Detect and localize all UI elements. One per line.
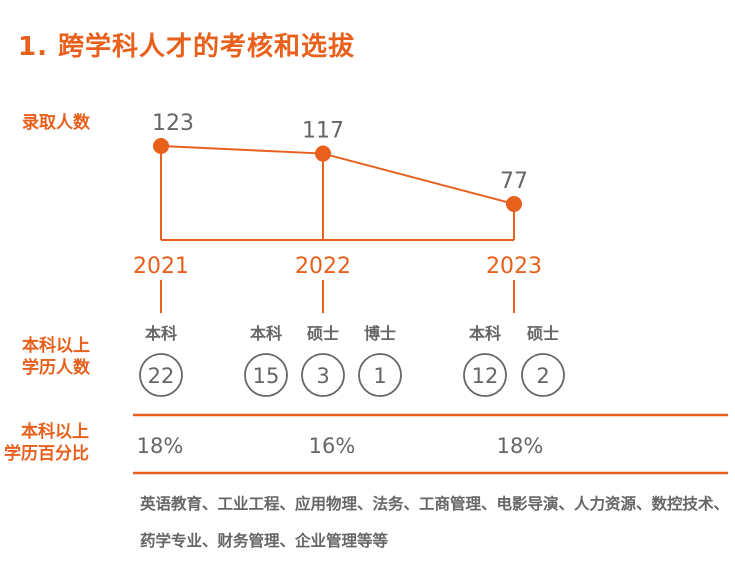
degree-count-label-line2: 学历人数 [22, 358, 90, 378]
degree-count-value: 15 [253, 364, 280, 388]
majors-list: 英语教育、工业工程、应用物理、法务、工商管理、电影导演、人力资源、数控技术、药学… [140, 495, 730, 550]
degree-count-circle [463, 353, 507, 397]
admitted-label: 录取人数 [22, 113, 90, 133]
percentage-2022: 16% [309, 434, 356, 458]
data-label-2022: 117 [302, 119, 344, 144]
degree-count-value: 1 [373, 364, 386, 388]
degree-type-label: 硕士 [527, 324, 559, 343]
degree-count-value: 12 [472, 364, 499, 388]
data-point-2022 [315, 145, 331, 162]
year-label-2021: 2021 [133, 254, 189, 279]
degree-count-circle [301, 353, 345, 397]
degree-type-label: 本科 [250, 324, 282, 343]
degree-count-label: 本科以上 学历人数 [22, 335, 90, 379]
degree-type-label: 硕士 [307, 324, 339, 343]
degree-count-circle [139, 353, 183, 397]
degree-type-label: 本科 [469, 324, 501, 343]
degree-count-label-line1: 本科以上 [22, 336, 90, 356]
degree-pct-label-line1: 本科以上 [21, 422, 89, 442]
percentage-2023: 18% [497, 434, 544, 458]
degree-pct-label: 本科以上 学历百分比 [4, 421, 89, 465]
series-line [160, 145, 515, 205]
data-point-2023 [506, 195, 522, 212]
year-label-2023: 2023 [486, 254, 542, 279]
degree-pct-label-line2: 学历百分比 [4, 444, 89, 464]
degree-count-circle [358, 353, 402, 397]
degree-count-value: 2 [536, 364, 549, 388]
page-title: 1. 跨学科人才的考核和选拔 [18, 32, 356, 62]
data-point-2021 [153, 138, 169, 154]
degree-type-label: 博士 [364, 324, 396, 343]
data-label-2023: 77 [500, 169, 528, 194]
degree-count-value: 22 [148, 364, 175, 388]
degree-count-circle [521, 353, 565, 397]
degree-type-label: 本科 [145, 324, 177, 343]
data-label-2021: 123 [152, 111, 194, 136]
year-label-2022: 2022 [295, 254, 351, 279]
degree-count-circle [244, 353, 288, 397]
degree-count-value: 3 [316, 364, 329, 388]
percentage-2021: 18% [137, 434, 184, 458]
